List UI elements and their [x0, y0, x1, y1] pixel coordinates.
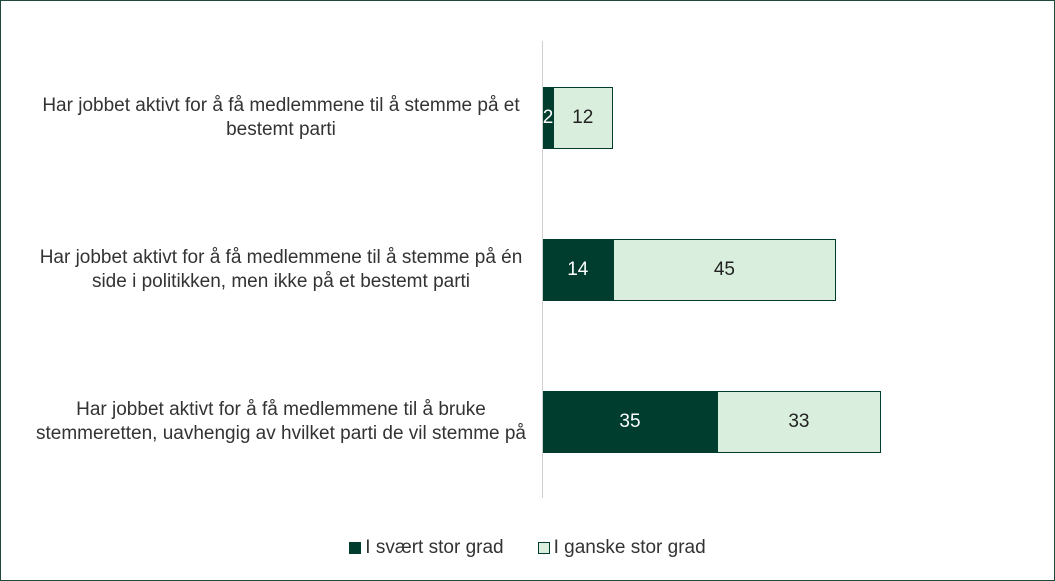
- value-label: 35: [619, 411, 641, 432]
- value-label: 14: [567, 259, 589, 280]
- axis-line: [542, 41, 543, 498]
- legend-item: I svært stor grad: [349, 537, 504, 559]
- bar: 12: [552, 87, 613, 149]
- value-label: 2: [542, 107, 554, 128]
- legend-item: I ganske stor grad: [537, 537, 706, 559]
- category-label: Har jobbet aktivt for å få medlemmene ti…: [42, 95, 520, 140]
- legend: I svært stor grad I ganske stor grad: [1, 537, 1054, 559]
- bar: 14: [543, 239, 613, 301]
- bar: 45: [612, 239, 837, 301]
- category-label: Har jobbet aktivt for å få medlemmene ti…: [35, 399, 526, 444]
- legend-swatch: [537, 542, 550, 554]
- legend-label: I svært stor grad: [365, 537, 504, 558]
- value-label: 45: [713, 259, 735, 280]
- bar: 2: [543, 87, 553, 149]
- bar: 33: [716, 391, 881, 453]
- legend-swatch: [349, 542, 362, 554]
- category-label: Har jobbet aktivt for å få medlemmene ti…: [39, 247, 523, 292]
- legend-label: I ganske stor grad: [553, 537, 706, 558]
- bar: 35: [543, 391, 717, 453]
- value-label: 12: [572, 107, 594, 128]
- value-label: 33: [788, 411, 810, 432]
